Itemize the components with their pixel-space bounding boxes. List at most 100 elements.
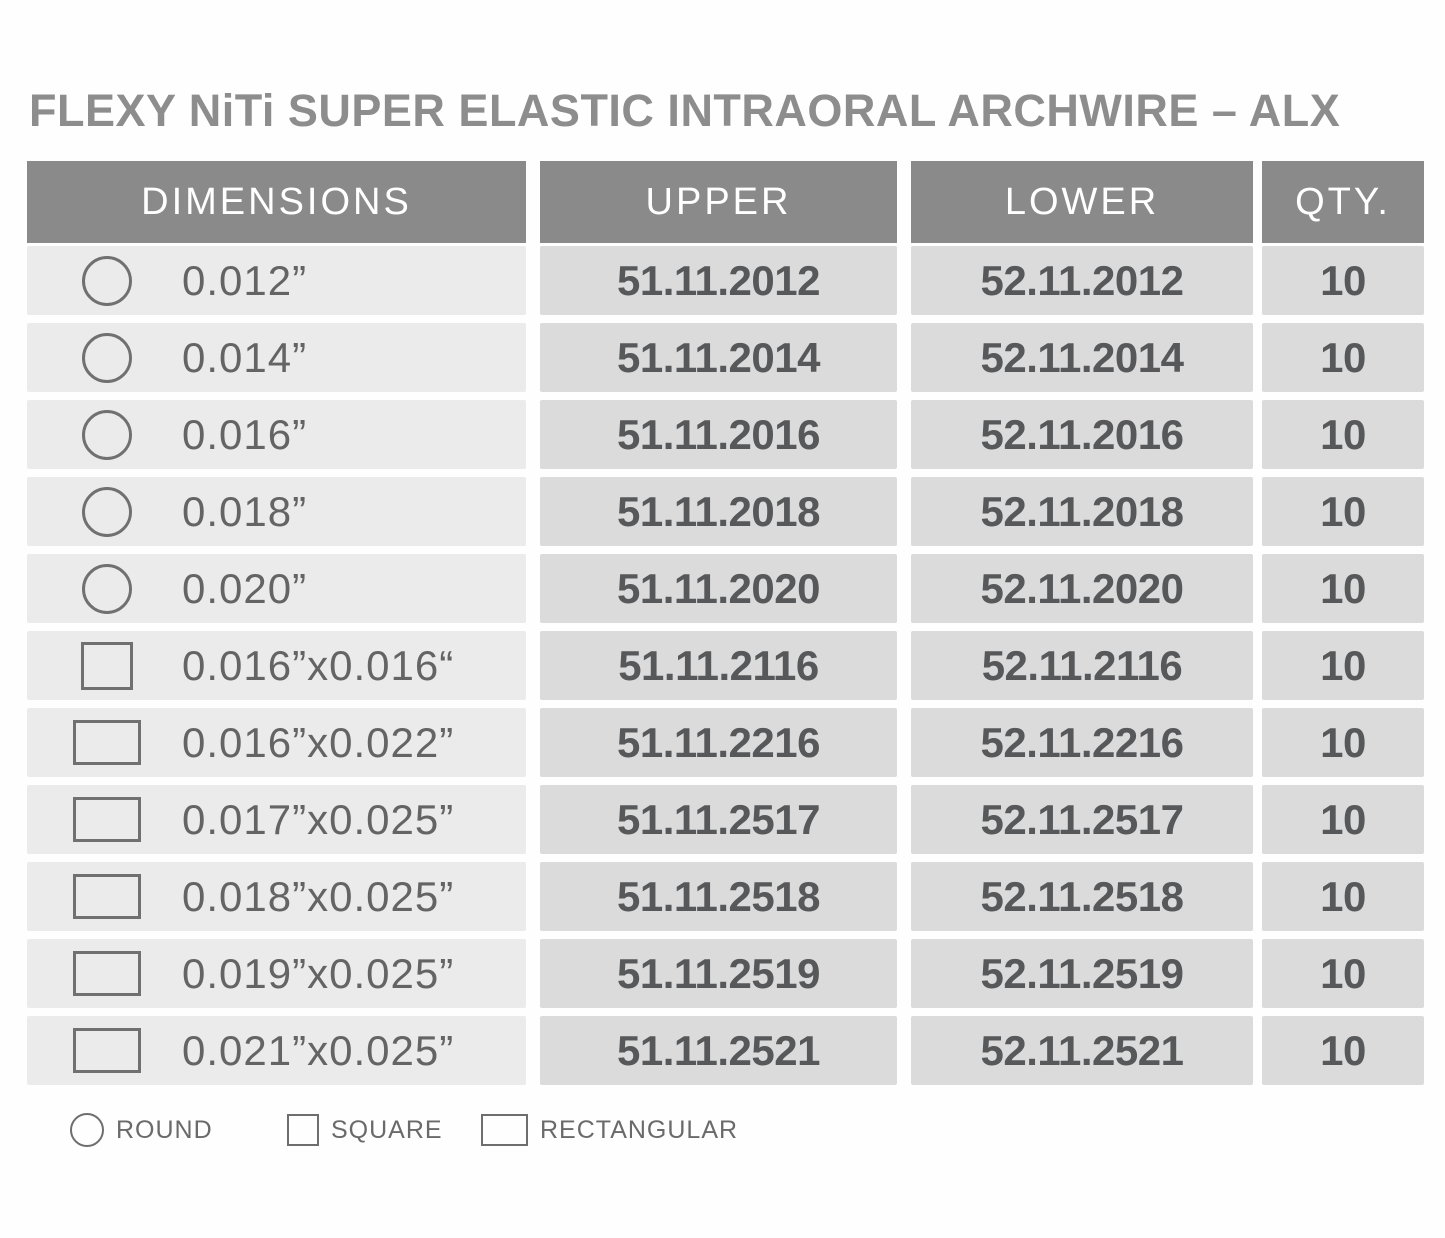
table-row: 0.018”x0.025” 51.11.2518 52.11.2518 10: [27, 862, 1424, 931]
lower-code-cell: 52.11.2014: [911, 323, 1253, 392]
shape-legend: ROUND SQUARE RECTANGULAR: [0, 1108, 1445, 1158]
table-row: 0.012” 51.11.2012 52.11.2012 10: [27, 246, 1424, 315]
dimension-cell: 0.018”x0.025”: [27, 862, 526, 931]
circle-icon: [82, 332, 132, 383]
lower-code-cell: 52.11.2020: [911, 554, 1253, 623]
lower-code-cell: 52.11.2216: [911, 708, 1253, 777]
dimension-value: 0.017”x0.025”: [182, 795, 455, 843]
qty-cell: 10: [1262, 554, 1424, 623]
rectangle-icon: [73, 951, 141, 996]
lower-code-cell: 52.11.2517: [911, 785, 1253, 854]
dimension-cell: 0.016”x0.022”: [27, 708, 526, 777]
legend-label: SQUARE: [331, 1115, 443, 1144]
upper-code-cell: 51.11.2517: [540, 785, 897, 854]
upper-code-cell: 51.11.2018: [540, 477, 897, 546]
dimension-value: 0.012”: [182, 256, 308, 304]
shape-icon-slot: [72, 951, 142, 996]
lower-code-cell: 52.11.2521: [911, 1016, 1253, 1085]
rectangle-icon: [73, 1028, 141, 1073]
qty-cell: 10: [1262, 708, 1424, 777]
dimension-cell: 0.016”: [27, 400, 526, 469]
shape-icon-slot: [72, 720, 142, 765]
lower-code-cell: 52.11.2518: [911, 862, 1253, 931]
dimension-value: 0.018”: [182, 487, 308, 535]
upper-code-cell: 51.11.2518: [540, 862, 897, 931]
qty-cell: 10: [1262, 400, 1424, 469]
dimension-value: 0.019”x0.025”: [182, 949, 455, 997]
qty-cell: 10: [1262, 631, 1424, 700]
qty-cell: 10: [1262, 862, 1424, 931]
table-row: 0.017”x0.025” 51.11.2517 52.11.2517 10: [27, 785, 1424, 854]
dimension-cell: 0.016”x0.016“: [27, 631, 526, 700]
lower-code-cell: 52.11.2519: [911, 939, 1253, 1008]
table-row: 0.014” 51.11.2014 52.11.2014 10: [27, 323, 1424, 392]
table-row: 0.016”x0.022” 51.11.2216 52.11.2216 10: [27, 708, 1424, 777]
dimension-value: 0.016”x0.022”: [182, 718, 455, 766]
dimension-cell: 0.020”: [27, 554, 526, 623]
dimension-cell: 0.019”x0.025”: [27, 939, 526, 1008]
circle-icon: [82, 486, 132, 537]
dimension-cell: 0.017”x0.025”: [27, 785, 526, 854]
upper-code-cell: 51.11.2116: [540, 631, 897, 700]
qty-cell: 10: [1262, 246, 1424, 315]
circle-icon: [82, 255, 132, 306]
qty-cell: 10: [1262, 785, 1424, 854]
dimension-value: 0.018”x0.025”: [182, 872, 455, 920]
dimension-value: 0.014”: [182, 333, 308, 381]
qty-cell: 10: [1262, 477, 1424, 546]
dimension-cell: 0.018”: [27, 477, 526, 546]
shape-icon-slot: [72, 332, 142, 383]
dimension-cell: 0.021”x0.025”: [27, 1016, 526, 1085]
square-icon: [81, 641, 133, 690]
legend-label: RECTANGULAR: [540, 1115, 739, 1144]
upper-code-cell: 51.11.2014: [540, 323, 897, 392]
lower-code-cell: 52.11.2018: [911, 477, 1253, 546]
upper-code-cell: 51.11.2016: [540, 400, 897, 469]
rectangle-icon: [73, 874, 141, 919]
table-row: 0.021”x0.025” 51.11.2521 52.11.2521 10: [27, 1016, 1424, 1085]
shape-icon-slot: [72, 486, 142, 537]
table-rows: 0.012” 51.11.2012 52.11.2012 10 0.014” 51.11.…: [27, 246, 1424, 1085]
shape-icon-slot: [72, 1028, 142, 1073]
dimension-value: 0.021”x0.025”: [182, 1026, 455, 1074]
table-row: 0.019”x0.025” 51.11.2519 52.11.2519 10: [27, 939, 1424, 1008]
upper-code-cell: 51.11.2216: [540, 708, 897, 777]
rectangle-icon: [73, 797, 141, 842]
table-header-row: DIMENSIONS UPPER LOWER QTY.: [27, 161, 1424, 243]
shape-icon-slot: [72, 641, 142, 690]
dimension-cell: 0.012”: [27, 246, 526, 315]
dimension-value: 0.016”: [182, 410, 308, 458]
header-cell-lower: LOWER: [911, 161, 1253, 243]
dimension-value: 0.020”: [182, 564, 308, 612]
product-table: DIMENSIONS UPPER LOWER QTY. 0.012” 51.11.…: [27, 161, 1424, 1093]
legend-item-square: SQUARE: [287, 1114, 443, 1146]
shape-icon-slot: [72, 797, 142, 842]
dimension-value: 0.016”x0.016“: [182, 641, 455, 689]
table-row: 0.016” 51.11.2016 52.11.2016 10: [27, 400, 1424, 469]
square-icon: [287, 1114, 319, 1146]
upper-code-cell: 51.11.2519: [540, 939, 897, 1008]
qty-cell: 10: [1262, 323, 1424, 392]
table-row: 0.016”x0.016“ 51.11.2116 52.11.2116 10: [27, 631, 1424, 700]
qty-cell: 10: [1262, 939, 1424, 1008]
table-row: 0.018” 51.11.2018 52.11.2018 10: [27, 477, 1424, 546]
shape-icon-slot: [72, 874, 142, 919]
legend-item-round: ROUND: [70, 1113, 213, 1147]
rectangle-icon: [481, 1114, 528, 1146]
shape-icon-slot: [72, 563, 142, 614]
lower-code-cell: 52.11.2012: [911, 246, 1253, 315]
shape-icon-slot: [72, 255, 142, 306]
circle-icon: [82, 409, 132, 460]
table-row: 0.020” 51.11.2020 52.11.2020 10: [27, 554, 1424, 623]
header-cell-qty: QTY.: [1262, 161, 1424, 243]
qty-cell: 10: [1262, 1016, 1424, 1085]
legend-label: ROUND: [116, 1115, 213, 1144]
circle-icon: [82, 563, 132, 614]
upper-code-cell: 51.11.2020: [540, 554, 897, 623]
upper-code-cell: 51.11.2012: [540, 246, 897, 315]
upper-code-cell: 51.11.2521: [540, 1016, 897, 1085]
header-cell-dimensions: DIMENSIONS: [27, 161, 526, 243]
shape-icon-slot: [72, 409, 142, 460]
dimension-cell: 0.014”: [27, 323, 526, 392]
